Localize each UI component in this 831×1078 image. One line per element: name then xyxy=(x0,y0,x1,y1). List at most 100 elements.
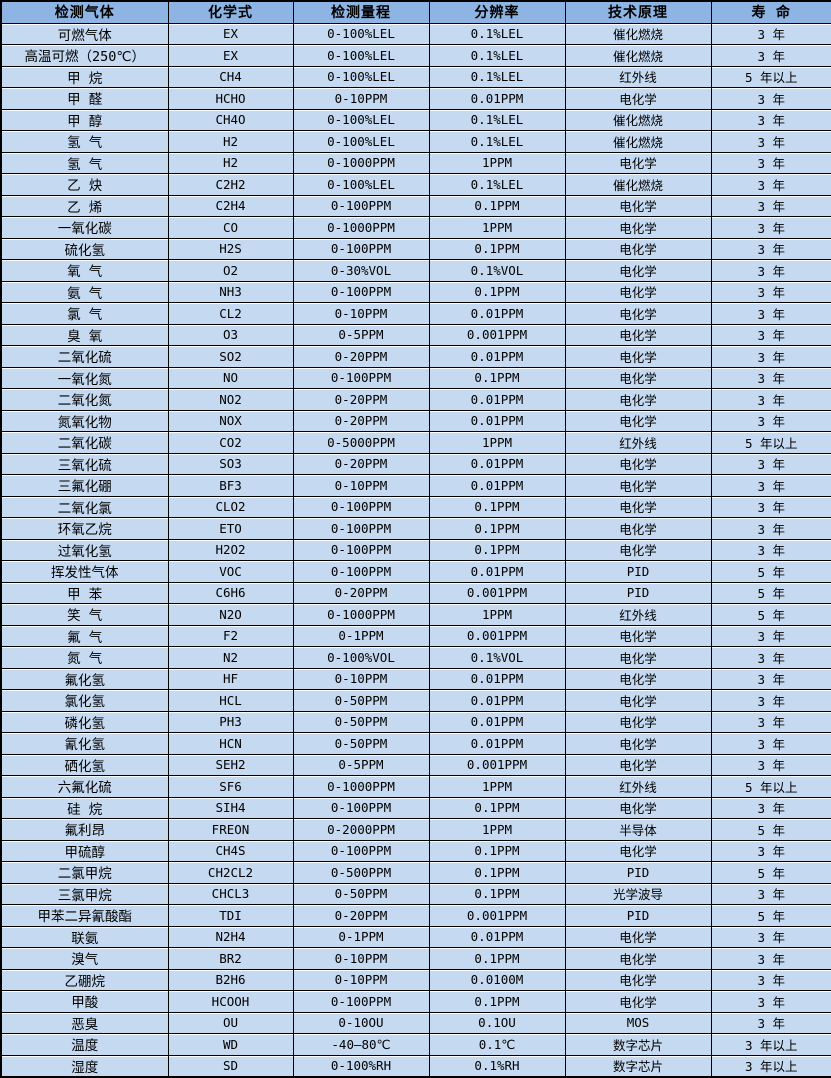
cell-technology: 电化学 xyxy=(564,947,712,970)
cell-detection-range: 0-20PPM xyxy=(292,345,430,368)
table-row: 温度 WD -40—80℃ 0.1℃ 数字芯片 3 年以上 xyxy=(0,1033,831,1056)
table-row: 一氧化碳 CO 0-1000PPM 1PPM 电化学 3 年 xyxy=(0,216,831,239)
cell-lifetime: 5 年 xyxy=(710,861,831,884)
cell-resolution: 0.001PPM xyxy=(428,323,566,346)
cell-resolution: 0.01PPM xyxy=(428,732,566,755)
cell-gas-name: 二氧化碳 xyxy=(0,431,169,454)
cell-detection-range: 0-50PPM xyxy=(292,689,430,712)
cell-resolution: 0.01PPM xyxy=(428,710,566,733)
cell-detection-range: 0-2000PPM xyxy=(292,818,430,841)
cell-detection-range: 0-100PPM xyxy=(292,560,430,583)
cell-chemical-formula: NO2 xyxy=(167,388,294,411)
cell-gas-name: 氯化氢 xyxy=(0,689,169,712)
cell-chemical-formula: SEH2 xyxy=(167,753,294,776)
cell-detection-range: 0-5PPM xyxy=(292,323,430,346)
cell-lifetime: 5 年 xyxy=(710,581,831,604)
cell-chemical-formula: H2O2 xyxy=(167,538,294,561)
cell-resolution: 0.1PPM xyxy=(428,517,566,540)
table-row: 氮 气 N2 0-100%VOL 0.1%VOL 电化学 3 年 xyxy=(0,646,831,669)
table-row: 氯化氢 HCL 0-50PPM 0.01PPM 电化学 3 年 xyxy=(0,689,831,712)
cell-chemical-formula: VOC xyxy=(167,560,294,583)
cell-resolution: 0.1OU xyxy=(428,1011,566,1034)
cell-detection-range: 0-100%LEL xyxy=(292,22,430,45)
cell-detection-range: 0-10PPM xyxy=(292,302,430,325)
cell-resolution: 0.1PPM xyxy=(428,495,566,518)
table-row: 硒化氢 SEH2 0-5PPM 0.001PPM 电化学 3 年 xyxy=(0,753,831,776)
cell-gas-name: 甲苯二异氰酸酯 xyxy=(0,904,169,927)
cell-detection-range: 0-10PPM xyxy=(292,87,430,110)
header-resolution: 分辨率 xyxy=(428,0,566,24)
cell-gas-name: 六氟化硫 xyxy=(0,775,169,798)
cell-gas-name: 臭 氧 xyxy=(0,323,169,346)
table-row: 甲 烷 CH4 0-100%LEL 0.1%LEL 红外线 5 年以上 xyxy=(0,65,831,88)
cell-detection-range: 0-100PPM xyxy=(292,796,430,819)
cell-detection-range: 0-1PPM xyxy=(292,925,430,948)
cell-resolution: 0.1PPM xyxy=(428,947,566,970)
cell-lifetime: 3 年 xyxy=(710,925,831,948)
cell-lifetime: 3 年 xyxy=(710,173,831,196)
cell-gas-name: 溴气 xyxy=(0,947,169,970)
cell-technology: 催化燃烧 xyxy=(564,130,712,153)
cell-resolution: 1PPM xyxy=(428,151,566,174)
cell-resolution: 1PPM xyxy=(428,216,566,239)
cell-detection-range: 0-20PPM xyxy=(292,388,430,411)
table-row: 氟化氢 HF 0-10PPM 0.01PPM 电化学 3 年 xyxy=(0,667,831,690)
gas-table-body: 可燃气体 EX 0-100%LEL 0.1%LEL 催化燃烧 3 年高温可燃（250℃） E… xyxy=(0,22,831,1077)
table-row: 氢 气 H2 0-1000PPM 1PPM 电化学 3 年 xyxy=(0,151,831,174)
cell-technology: 电化学 xyxy=(564,753,712,776)
cell-lifetime: 5 年 xyxy=(710,603,831,626)
cell-detection-range: 0-100%LEL xyxy=(292,44,430,67)
cell-technology: 电化学 xyxy=(564,796,712,819)
table-row: 氢 气 H2 0-100%LEL 0.1%LEL 催化燃烧 3 年 xyxy=(0,130,831,153)
cell-detection-range: 0-1PPM xyxy=(292,624,430,647)
cell-gas-name: 乙 烯 xyxy=(0,194,169,217)
cell-technology: 电化学 xyxy=(564,323,712,346)
cell-lifetime: 3 年 xyxy=(710,130,831,153)
cell-resolution: 0.01PPM xyxy=(428,409,566,432)
cell-detection-range: 0-100PPM xyxy=(292,280,430,303)
cell-technology: 电化学 xyxy=(564,280,712,303)
cell-resolution: 0.001PPM xyxy=(428,581,566,604)
cell-technology: 电化学 xyxy=(564,646,712,669)
cell-chemical-formula: CH2CL2 xyxy=(167,861,294,884)
cell-gas-name: 磷化氢 xyxy=(0,710,169,733)
cell-technology: 电化学 xyxy=(564,259,712,282)
cell-detection-range: 0-100%LEL xyxy=(292,108,430,131)
cell-gas-name: 乙 炔 xyxy=(0,173,169,196)
cell-lifetime: 3 年 xyxy=(710,839,831,862)
cell-lifetime: 3 年 xyxy=(710,796,831,819)
cell-technology: 电化学 xyxy=(564,689,712,712)
cell-resolution: 0.1%VOL xyxy=(428,646,566,669)
cell-detection-range: 0-100%LEL xyxy=(292,130,430,153)
cell-chemical-formula: SIH4 xyxy=(167,796,294,819)
cell-chemical-formula: FREON xyxy=(167,818,294,841)
cell-chemical-formula: EX xyxy=(167,22,294,45)
cell-gas-name: 一氧化碳 xyxy=(0,216,169,239)
cell-gas-name: 甲 醛 xyxy=(0,87,169,110)
header-gas-name: 检测气体 xyxy=(0,0,169,24)
cell-technology: 电化学 xyxy=(564,302,712,325)
table-header: 检测气体 化学式 检测量程 分辨率 技术原理 寿 命 xyxy=(0,0,831,24)
cell-lifetime: 5 年 xyxy=(710,818,831,841)
cell-resolution: 1PPM xyxy=(428,431,566,454)
cell-technology: 电化学 xyxy=(564,495,712,518)
cell-gas-name: 过氧化氢 xyxy=(0,538,169,561)
table-row: 笑 气 N2O 0-1000PPM 1PPM 红外线 5 年 xyxy=(0,603,831,626)
cell-detection-range: 0-100%LEL xyxy=(292,65,430,88)
table-row: 过氧化氢 H2O2 0-100PPM 0.1PPM 电化学 3 年 xyxy=(0,538,831,561)
cell-gas-name: 氮氧化物 xyxy=(0,409,169,432)
table-row: 可燃气体 EX 0-100%LEL 0.1%LEL 催化燃烧 3 年 xyxy=(0,22,831,45)
cell-chemical-formula: SO2 xyxy=(167,345,294,368)
cell-detection-range: 0-10PPM xyxy=(292,667,430,690)
cell-technology: 电化学 xyxy=(564,925,712,948)
cell-gas-name: 氟化氢 xyxy=(0,667,169,690)
cell-chemical-formula: HF xyxy=(167,667,294,690)
table-row: 乙 烯 C2H4 0-100PPM 0.1PPM 电化学 3 年 xyxy=(0,194,831,217)
cell-chemical-formula: CO2 xyxy=(167,431,294,454)
cell-chemical-formula: H2 xyxy=(167,130,294,153)
cell-detection-range: 0-5000PPM xyxy=(292,431,430,454)
cell-resolution: 0.1PPM xyxy=(428,839,566,862)
cell-chemical-formula: CH4S xyxy=(167,839,294,862)
cell-chemical-formula: EX xyxy=(167,44,294,67)
cell-lifetime: 3 年 xyxy=(710,194,831,217)
